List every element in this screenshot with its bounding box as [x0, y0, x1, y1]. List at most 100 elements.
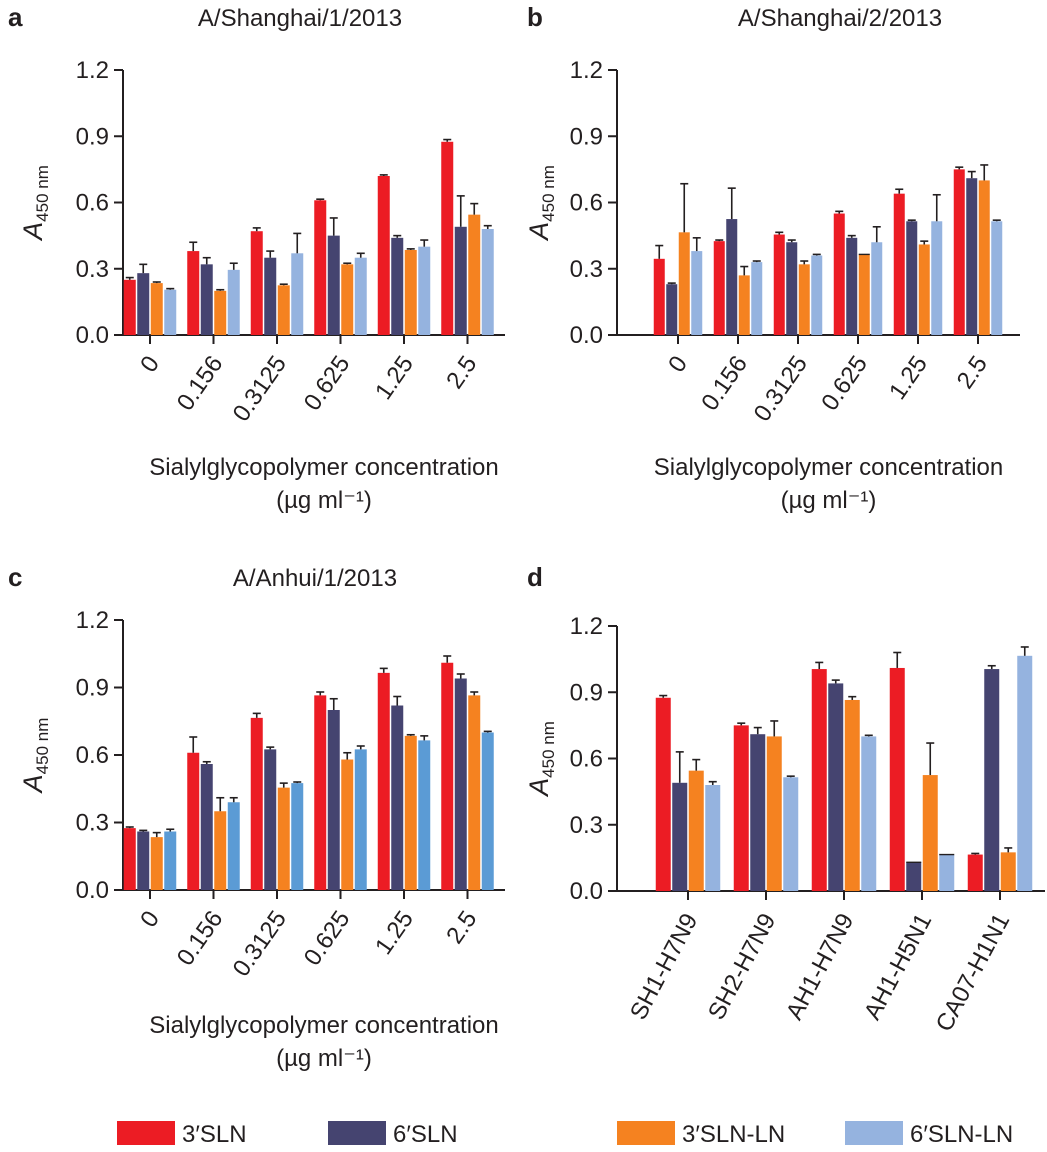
bar-3sln — [655, 697, 671, 891]
bar-6sln — [391, 237, 404, 335]
bar-6sln — [828, 683, 844, 891]
x-tick-label: AH1-H5N1 — [859, 909, 937, 1024]
y-tick-label: 0.9 — [570, 123, 603, 150]
chart-title: A/Shanghai/2/2013 — [738, 5, 942, 32]
bar-6sln — [200, 764, 213, 890]
bar-3sln — [441, 662, 454, 890]
y-tick-label: 1.2 — [570, 57, 603, 84]
bar-3sln-ln — [978, 180, 990, 335]
bar-6sln-ln — [991, 221, 1003, 335]
bar-6sln-ln — [418, 246, 431, 335]
y-tick-label: 0.0 — [76, 877, 109, 904]
bar-6sln-ln-panel-c — [481, 732, 494, 890]
x-tick-label: 0.3125 — [228, 351, 292, 427]
bar-3sln — [314, 695, 327, 890]
bar-3sln-ln — [922, 775, 938, 891]
bar-3sln — [377, 672, 390, 890]
bar-3sln-ln — [150, 837, 163, 890]
bar-3sln — [314, 200, 327, 335]
bar-6sln-ln — [1017, 655, 1033, 891]
bar-3sln-ln — [688, 770, 704, 891]
y-tick-label: 1.2 — [570, 613, 603, 640]
x-tick-label: 1.25 — [884, 351, 933, 405]
panel-letter: d — [527, 562, 543, 592]
x-axis-label: Sialylglycopolymer concentration — [149, 1012, 499, 1039]
x-tick-label: 0.3125 — [749, 351, 813, 427]
bar-6sln — [137, 273, 150, 335]
y-tick-label: 0.9 — [570, 679, 603, 706]
bar-3sln — [187, 251, 200, 335]
bar-6sln — [906, 221, 918, 335]
bar-3sln-ln — [277, 285, 290, 335]
x-tick-label: 0.3125 — [228, 906, 292, 982]
bar-3sln-ln — [341, 759, 354, 890]
bar-3sln — [713, 241, 725, 335]
bar-6sln-ln — [291, 253, 304, 335]
bar-3sln-ln — [766, 736, 782, 891]
bar-3sln — [250, 717, 263, 890]
bar-3sln — [250, 231, 263, 335]
bar-6sln — [966, 178, 978, 335]
bar-3sln — [953, 169, 965, 335]
y-tick-label: 0.0 — [570, 322, 603, 349]
y-tick-label: 0.6 — [76, 190, 109, 217]
x-tick-label: 1.25 — [370, 906, 419, 960]
bar-3sln-ln — [1000, 852, 1016, 891]
bar-3sln — [773, 234, 785, 335]
y-axis-label: A450 nm — [18, 718, 52, 795]
chart-title: A/Anhui/1/2013 — [233, 565, 397, 592]
legend-swatch-3sln — [117, 1121, 175, 1145]
legend-label: 6′SLN-LN — [910, 1121, 1013, 1148]
bar-3sln-ln — [150, 283, 163, 335]
bar-3sln — [653, 258, 665, 335]
y-tick-label: 0.3 — [570, 256, 603, 283]
panel-letter: a — [8, 2, 23, 32]
x-tick-label: SH2-H7N9 — [703, 909, 781, 1024]
panel-a: a A/Shanghai/1/2013 0.0 0.3 0.6 0.9 1.2 A450 nm… — [8, 2, 505, 514]
legend-swatch-3sln-ln — [617, 1121, 675, 1145]
bar-3sln — [833, 213, 845, 335]
bar-3sln — [377, 176, 390, 335]
bar-6sln — [454, 678, 467, 890]
bar-3sln — [893, 193, 905, 335]
y-tick-label: 1.2 — [76, 607, 109, 634]
x-tick-label: CA07-H1N1 — [931, 909, 1016, 1036]
bar-3sln — [889, 667, 905, 891]
bar-6sln — [264, 749, 277, 890]
bar-3sln — [187, 752, 200, 890]
bar-3sln-ln — [277, 787, 290, 890]
bar-3sln-ln — [468, 695, 481, 890]
x-tick-label: 0.156 — [172, 351, 229, 416]
bar-3sln-ln — [468, 214, 481, 335]
legend-label: 3′SLN-LN — [682, 1121, 785, 1148]
y-tick-label: 0.3 — [76, 810, 109, 837]
bar-6sln-ln — [871, 242, 883, 335]
bar-3sln-ln — [798, 264, 810, 335]
bar-6sln — [454, 226, 467, 335]
legend: 3′SLN 6′SLN 3′SLN-LN 6′SLN-LN — [117, 1121, 1013, 1148]
bar-3sln-ln — [214, 811, 227, 890]
x-axis-unit: (µg ml⁻¹) — [276, 1045, 372, 1072]
x-tick-label: 2.5 — [441, 906, 482, 949]
x-tick-label: SH1-H7N9 — [625, 909, 703, 1024]
legend-label: 3′SLN — [182, 1121, 247, 1148]
bar-6sln-ln-panel-c — [164, 831, 177, 890]
bar-3sln-ln — [214, 290, 227, 335]
bar-6sln — [906, 862, 922, 891]
y-tick-label: 0.9 — [76, 675, 109, 702]
x-axis-label: Sialylglycopolymer concentration — [654, 454, 1004, 481]
x-tick-label: 0 — [663, 351, 693, 377]
x-tick-label: 0.156 — [696, 351, 753, 416]
bar-3sln-ln — [858, 254, 870, 335]
panel-b: b A/Shanghai/2/2013 0.0 0.3 0.6 0.9 1.2 A450 nm… — [524, 2, 1020, 514]
bar-6sln-ln — [939, 854, 955, 891]
bar-3sln — [733, 725, 749, 891]
bar-6sln-ln — [691, 251, 703, 335]
bar-3sln-ln — [918, 244, 930, 335]
y-tick-label: 0.0 — [570, 878, 603, 905]
bar-3sln-ln — [738, 275, 750, 335]
y-tick-label: 0.6 — [570, 746, 603, 773]
x-tick-label: 0.625 — [299, 906, 356, 971]
bar-3sln — [441, 141, 454, 335]
